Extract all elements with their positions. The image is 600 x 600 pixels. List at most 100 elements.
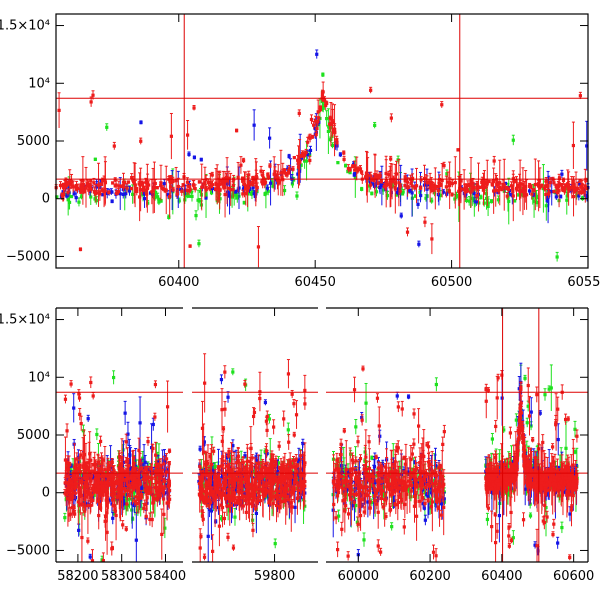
data-point-red (88, 491, 92, 495)
data-point-red (533, 182, 537, 187)
data-point-red (261, 182, 265, 186)
data-point-red (68, 495, 72, 499)
data-point-red (114, 473, 118, 477)
data-point-red (221, 179, 225, 183)
data-point-red (248, 182, 252, 186)
data-point-red (66, 461, 70, 465)
data-point-red (171, 179, 175, 184)
data-point-green (252, 469, 256, 474)
data-point-red (100, 188, 104, 192)
x-tick-label: 58400 (145, 569, 186, 584)
data-point-red (129, 187, 134, 191)
data-point-red (78, 502, 82, 506)
data-point-blue (107, 499, 111, 503)
data-point-green (136, 509, 140, 513)
data-point-red (114, 183, 118, 187)
data-point-red (283, 171, 287, 175)
data-point-red (100, 179, 105, 183)
data-point-red (373, 172, 377, 177)
data-point-blue (166, 487, 170, 492)
data-point-red (353, 164, 357, 168)
data-point-green (282, 188, 287, 193)
data-point-red (500, 187, 504, 192)
data-point-red (156, 472, 161, 476)
data-point-red (107, 191, 111, 195)
data-point-red (356, 169, 360, 173)
data-point-green (93, 157, 97, 162)
data-point-red (153, 497, 157, 501)
data-point-red (82, 453, 86, 457)
data-point-blue (426, 183, 430, 187)
data-point-green (535, 201, 539, 205)
data-point-red (317, 116, 321, 120)
data-point-red (145, 477, 149, 481)
data-point-red (167, 462, 171, 466)
data-point-red (185, 180, 189, 184)
data-point-red (130, 176, 134, 180)
data-point-red (433, 185, 437, 190)
data-point-green (513, 199, 517, 203)
data-point-red (251, 176, 255, 180)
data-point-blue (409, 189, 413, 193)
data-point-blue (65, 194, 69, 198)
data-point-blue (287, 154, 291, 159)
data-point-red (403, 183, 407, 188)
data-point-red (567, 187, 571, 191)
data-point-blue (306, 153, 310, 157)
data-point-red (133, 499, 137, 503)
data-point-red (208, 180, 212, 184)
data-point-red (111, 472, 115, 476)
data-point-red (316, 119, 320, 123)
data-point-red (544, 184, 548, 188)
data-point-red (544, 192, 548, 197)
data-point-red (154, 453, 158, 457)
data-point-blue (472, 191, 476, 196)
data-point-red (560, 186, 564, 190)
data-point-red (425, 181, 429, 185)
data-point-green (67, 200, 72, 204)
data-point-red (495, 182, 499, 186)
data-point-green (325, 116, 329, 121)
data-point-red (79, 479, 84, 484)
data-point-red (431, 188, 435, 193)
data-point-red (322, 98, 327, 102)
data-point-red (552, 181, 556, 185)
data-point-red (67, 479, 71, 483)
data-point-red (207, 180, 211, 185)
data-point-red (143, 488, 147, 492)
data-point-blue (410, 191, 414, 195)
data-point-blue (399, 214, 403, 218)
data-point-red (298, 159, 302, 164)
data-point-red (162, 486, 166, 490)
data-point-red (244, 187, 248, 191)
data-point-red (133, 183, 137, 187)
data-point-blue (123, 411, 127, 415)
data-point-red (321, 90, 325, 94)
data-point-red (571, 143, 576, 148)
data-point-red (187, 184, 191, 188)
data-point-red (92, 181, 96, 185)
data-point-blue (192, 156, 197, 160)
data-point-red (580, 191, 584, 195)
data-point-red (133, 476, 137, 480)
data-point-red (279, 171, 283, 175)
data-point-red (71, 495, 75, 500)
data-point-red (140, 495, 144, 499)
data-point-red (583, 184, 587, 188)
data-point-red (557, 189, 561, 193)
data-point-red (161, 497, 166, 501)
data-point-red (444, 185, 448, 189)
data-point-red (403, 175, 407, 179)
data-point-red (519, 189, 523, 193)
data-point-red (132, 181, 136, 185)
data-point-blue (142, 191, 146, 195)
data-point-green (544, 204, 548, 208)
data-point-green (93, 197, 97, 201)
data-point-red (207, 186, 211, 190)
data-point-red (69, 382, 73, 386)
data-point-green (232, 190, 236, 194)
data-point-red (81, 465, 85, 469)
data-point-red (137, 490, 141, 494)
data-point-red (106, 500, 110, 504)
data-point-red (410, 184, 414, 188)
